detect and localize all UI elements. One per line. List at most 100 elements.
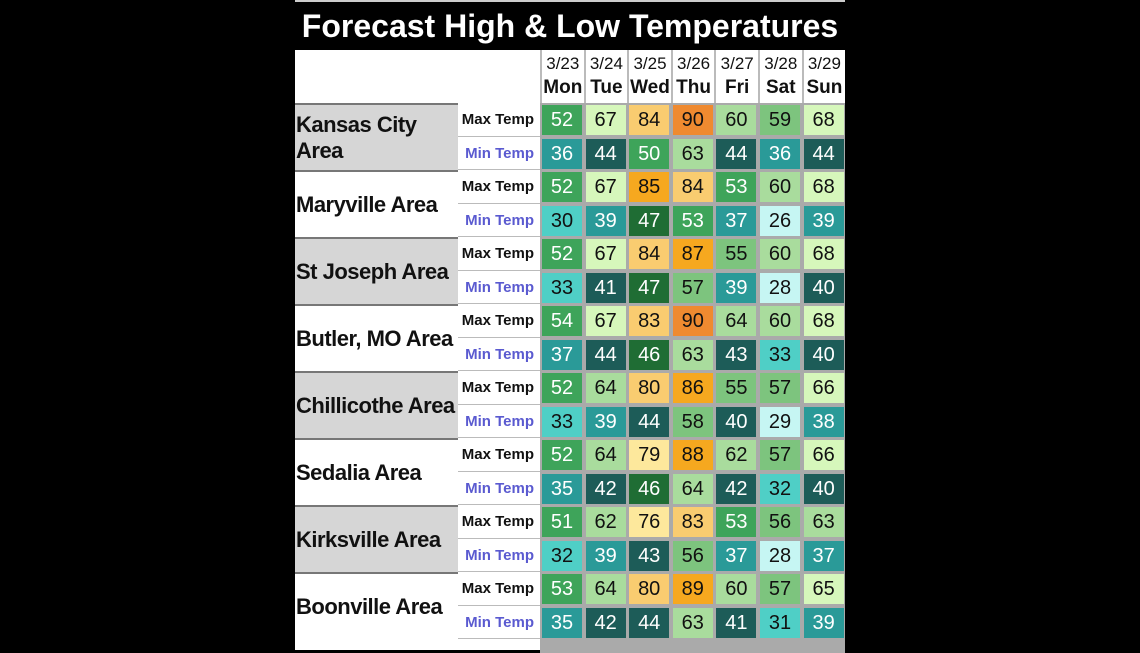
max-temp-cell: 64 (585, 440, 626, 470)
max-temp-cell: 57 (760, 574, 800, 604)
max-temp-cell: 90 (672, 306, 713, 336)
max-temp-cell: 67 (585, 306, 626, 336)
max-temp-cell: 87 (672, 239, 713, 269)
max-temp-cell: 84 (629, 239, 670, 269)
min-temp-cell: 39 (716, 272, 757, 303)
min-temp-cell: 35 (542, 473, 582, 504)
max-temp-cell: 62 (585, 507, 626, 537)
max-temp-cell: 60 (760, 172, 800, 202)
min-temp-cell: 42 (585, 607, 626, 638)
max-temp-cell: 84 (629, 105, 670, 135)
max-temp-cell: 55 (716, 239, 757, 269)
max-temp-cell: 66 (803, 440, 844, 470)
column-header: 3/29 Sun (801, 50, 846, 103)
min-temp-cell: 47 (629, 272, 670, 303)
min-temp-cell: 64 (672, 473, 713, 504)
area-name: Chillicothe Area (295, 371, 458, 438)
max-temp-cell: 88 (672, 440, 713, 470)
forecast-table: 3/23 Mon 3/24 Tue 3/25 Wed 3/26 Thu 3/27 Fri 3/28 S… (295, 50, 846, 653)
column-date: 3/28 (764, 54, 798, 73)
min-temp-cell: 63 (672, 138, 713, 169)
min-temp-cell: 28 (760, 272, 800, 303)
column-date: 3/26 (677, 54, 711, 73)
max-temp-cell: 52 (542, 440, 582, 470)
max-temp-cell: 53 (716, 507, 757, 537)
min-temp-cell: 46 (629, 473, 670, 504)
min-temp-cell: 41 (585, 272, 626, 303)
area-name: Maryville Area (295, 170, 458, 237)
max-temp-label: Max Temp (458, 438, 540, 472)
max-temp-cell: 54 (542, 306, 582, 336)
max-temp-label: Max Temp (458, 103, 540, 137)
min-temp-cell: 58 (672, 406, 713, 437)
max-temp-cell: 68 (803, 105, 844, 135)
min-temp-cell: 41 (716, 607, 757, 638)
column-header: 3/26 Thu (670, 50, 715, 103)
max-temp-label: Max Temp (458, 371, 540, 405)
area-name: Kansas City Area (295, 103, 458, 170)
min-temp-cell: 42 (585, 473, 626, 504)
min-temp-cell: 47 (629, 205, 670, 236)
min-temp-cell: 44 (803, 138, 844, 169)
max-temp-cell: 80 (629, 373, 670, 403)
min-temp-label: Min Temp (458, 337, 540, 371)
max-temp-cell: 59 (760, 105, 800, 135)
column-date: 3/24 (589, 54, 623, 73)
max-temp-cell: 90 (672, 105, 713, 135)
min-temp-cell: 30 (542, 205, 582, 236)
min-temp-cell: 40 (803, 272, 844, 303)
max-temp-cell: 79 (629, 440, 670, 470)
column-header: 3/23 Mon (540, 50, 584, 103)
min-temp-cell: 32 (760, 473, 800, 504)
min-temp-cell: 37 (716, 205, 757, 236)
max-temp-cell: 68 (803, 239, 844, 269)
top-rule (295, 0, 845, 2)
min-temp-cell: 36 (542, 138, 582, 169)
min-temp-cell: 37 (716, 540, 757, 571)
area-name: Kirksville Area (295, 505, 458, 572)
min-temp-cell: 44 (585, 138, 626, 169)
min-temp-cell: 31 (760, 607, 800, 638)
column-header: 3/24 Tue (583, 50, 628, 103)
max-temp-cell: 67 (585, 105, 626, 135)
min-temp-cell: 44 (629, 406, 670, 437)
max-temp-label: Max Temp (458, 505, 540, 539)
min-temp-cell: 39 (585, 406, 626, 437)
min-temp-cell: 38 (803, 406, 844, 437)
max-temp-cell: 68 (803, 172, 844, 202)
column-date: 3/25 (633, 54, 667, 73)
max-temp-cell: 51 (542, 507, 582, 537)
min-temp-cell: 28 (760, 540, 800, 571)
min-temp-cell: 32 (542, 540, 582, 571)
max-temp-cell: 52 (542, 172, 582, 202)
min-temp-cell: 63 (672, 607, 713, 638)
chart-title: Forecast High & Low Temperatures (301, 8, 839, 44)
max-temp-cell: 60 (760, 306, 800, 336)
max-temp-cell: 56 (760, 507, 800, 537)
column-day: Sun (806, 77, 843, 98)
max-temp-label: Max Temp (458, 170, 540, 204)
min-temp-cell: 33 (542, 272, 582, 303)
min-temp-cell: 44 (585, 339, 626, 370)
min-temp-cell: 56 (672, 540, 713, 571)
min-temp-cell: 39 (803, 205, 844, 236)
column-day: Fri (725, 77, 750, 98)
min-temp-cell: 36 (760, 138, 800, 169)
min-temp-label: Min Temp (458, 605, 540, 639)
area-name: Boonville Area (295, 572, 458, 639)
max-temp-cell: 52 (542, 239, 582, 269)
column-date: 3/29 (807, 54, 841, 73)
column-day: Mon (543, 77, 583, 98)
min-temp-cell: 39 (585, 540, 626, 571)
min-temp-label: Min Temp (458, 404, 540, 438)
max-temp-cell: 86 (672, 373, 713, 403)
max-temp-cell: 83 (629, 306, 670, 336)
max-temp-cell: 62 (716, 440, 757, 470)
max-temp-cell: 64 (716, 306, 757, 336)
max-temp-cell: 64 (585, 373, 626, 403)
column-header: 3/25 Wed (627, 50, 671, 103)
max-temp-cell: 60 (716, 574, 757, 604)
column-header: 3/28 Sat (758, 50, 802, 103)
max-temp-cell: 66 (803, 373, 844, 403)
min-temp-cell: 42 (716, 473, 757, 504)
